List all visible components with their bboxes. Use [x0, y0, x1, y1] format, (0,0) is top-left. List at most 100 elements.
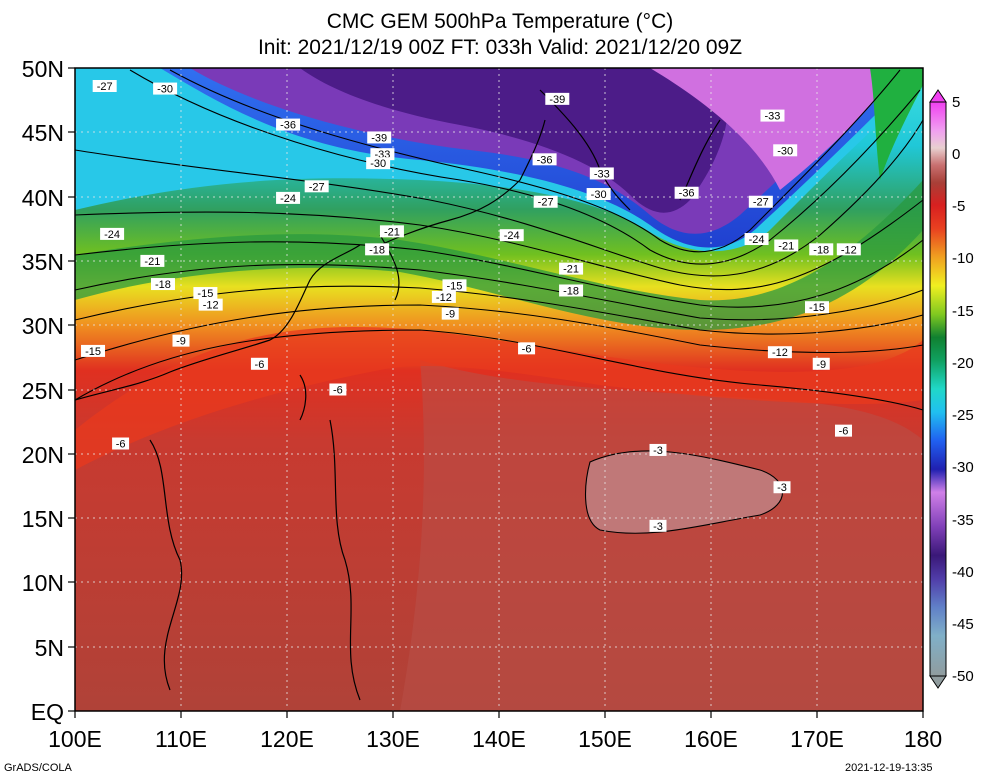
tropical-patch: [400, 360, 923, 711]
contour-label: -24: [104, 229, 120, 241]
contour-label: -15: [447, 280, 463, 292]
contour-label-bg: [499, 229, 524, 242]
contour-label-bg: [748, 195, 773, 208]
contour-label: -6: [839, 426, 849, 438]
contour-label: -3: [777, 482, 787, 494]
contour-label-bg: [836, 243, 861, 256]
contour-label: -24: [504, 230, 520, 242]
lat-label: 20N: [21, 442, 64, 468]
contour-label-bg: [773, 144, 798, 157]
contour-label-bg: [805, 301, 829, 314]
lon-label: 120E: [260, 726, 314, 752]
contour-label: -36: [679, 188, 695, 200]
contour-label-bg: [370, 148, 395, 161]
contour-label-bg: [589, 167, 614, 180]
contour-label: -9: [445, 309, 455, 321]
contour-label: -6: [522, 343, 532, 355]
contour-label: -6: [255, 359, 265, 371]
contour-label: -18: [563, 285, 579, 297]
contour-label: -39: [549, 94, 565, 106]
lon-label: 180: [903, 726, 943, 752]
contour-label: -21: [144, 256, 160, 268]
contour-label: -15: [809, 302, 825, 314]
contour-label-bg: [774, 239, 799, 252]
contour-label-bg: [767, 346, 792, 359]
contour-label-bg: [198, 298, 223, 311]
graticule: [75, 68, 923, 711]
contour-label-bg: [100, 227, 125, 240]
contour-label: -36: [280, 120, 296, 132]
contour-label: -12: [436, 292, 452, 304]
map-subtitle: Init: 2021/12/19 00Z FT: 033h Valid: 202…: [257, 36, 743, 59]
lon-label: 100E: [48, 726, 102, 752]
contour-label: -24: [280, 193, 296, 205]
contour-label: -30: [157, 84, 173, 96]
lat-label: 45N: [21, 120, 64, 146]
contour-label: -3: [653, 521, 663, 533]
contour-label: -27: [538, 197, 554, 209]
footer-timestamp: 2021-12-19-13:35: [845, 762, 933, 774]
contour-label: -3: [653, 445, 663, 457]
contour-label-bg: [545, 92, 570, 105]
contour-label-bg: [674, 186, 699, 199]
axis-ticks: [68, 67, 924, 718]
contour-label: -18: [369, 244, 385, 256]
colorbar-label: -40: [952, 564, 974, 581]
contour-label-bg: [112, 437, 130, 450]
lat-label: 50N: [21, 56, 64, 82]
warm-core-region: [585, 450, 783, 534]
lat-label: 15N: [21, 506, 64, 532]
contour-label-bg: [365, 243, 390, 256]
lat-label: 10N: [21, 570, 64, 596]
contour-label: -36: [537, 154, 553, 166]
colorbar-label: -30: [952, 459, 974, 476]
green-patch-ne: [870, 68, 923, 180]
lat-label: 40N: [21, 185, 64, 211]
colorbar-label: -20: [952, 355, 974, 372]
contour-label-bg: [559, 262, 584, 275]
contour-label-bg: [760, 109, 785, 122]
deep-purple-core: [300, 68, 729, 213]
lat-label: 5N: [34, 635, 64, 661]
contour-label-bg: [649, 443, 667, 456]
contour-label: -27: [753, 197, 769, 209]
pink-region: [650, 68, 900, 190]
contour-label: -18: [813, 244, 829, 256]
contour-label-bg: [441, 307, 459, 320]
colorbar-label: -15: [952, 303, 974, 320]
contour-label-bg: [442, 279, 467, 292]
contour-label-bg: [329, 383, 347, 396]
contour-label-bg: [559, 284, 584, 297]
green-band: [75, 180, 923, 330]
contour-label: -15: [197, 288, 213, 300]
lat-label: 35N: [21, 249, 64, 275]
contour-label: -6: [116, 439, 126, 451]
contour-label: -21: [384, 226, 400, 238]
contour-label: -12: [841, 244, 857, 256]
contour-label-bg: [304, 180, 329, 193]
colorbar-label: -10: [952, 250, 974, 267]
lon-label: 130E: [366, 726, 420, 752]
contour-label-bg: [276, 118, 301, 131]
colorbar-label: -50: [952, 668, 974, 685]
contour-label-bg: [533, 195, 558, 208]
contour-label: -30: [591, 189, 607, 201]
contour-label-bg: [586, 188, 611, 201]
contour-label: -15: [85, 346, 101, 358]
contour-label-bg: [649, 519, 667, 532]
contour-label: -30: [777, 145, 793, 157]
map-title: CMC GEM 500hPa Temperature (°C): [326, 10, 674, 33]
contour-label-bg: [172, 334, 190, 347]
contour-label-bg: [744, 233, 769, 246]
contour-label: -21: [563, 264, 579, 276]
lon-label: 140E: [472, 726, 526, 752]
contour-label: -12: [772, 347, 788, 359]
lat-label: 25N: [21, 378, 64, 404]
contour-label: -21: [778, 240, 794, 252]
contour-label-bg: [812, 357, 830, 370]
colorbar-label: 5: [952, 94, 961, 111]
contour-label-bg: [532, 153, 557, 166]
contour-label-bg: [153, 82, 178, 95]
contour-label-bg: [366, 157, 391, 170]
